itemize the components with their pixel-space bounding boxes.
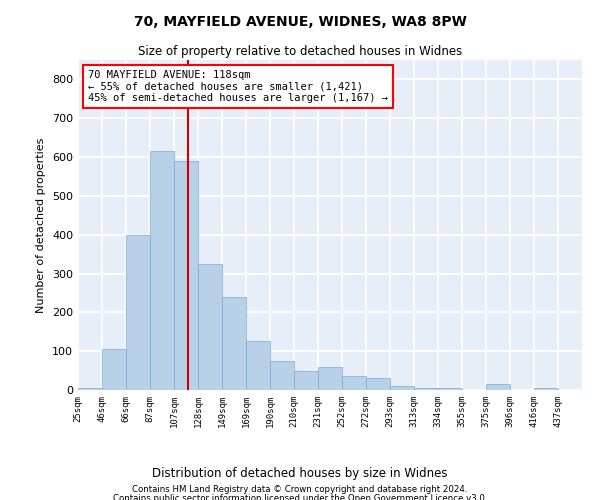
Y-axis label: Number of detached properties: Number of detached properties [37,138,46,312]
Bar [198,264,222,390]
Text: 70 MAYFIELD AVENUE: 118sqm
← 55% of detached houses are smaller (1,421)
45% of s: 70 MAYFIELD AVENUE: 118sqm ← 55% of deta… [88,70,388,103]
Bar [318,366,342,390]
Text: Distribution of detached houses by size in Widnes: Distribution of detached houses by size … [152,468,448,480]
Bar [438,388,462,390]
Bar [486,384,510,390]
Bar [534,388,558,390]
Bar [222,297,246,390]
Bar [150,151,174,390]
Bar [246,342,270,390]
Bar [366,378,390,390]
Bar [126,234,150,390]
Bar [414,388,438,390]
Bar [342,376,366,390]
Text: Contains HM Land Registry data © Crown copyright and database right 2024.: Contains HM Land Registry data © Crown c… [132,485,468,494]
Bar [78,388,102,390]
Text: 70, MAYFIELD AVENUE, WIDNES, WA8 8PW: 70, MAYFIELD AVENUE, WIDNES, WA8 8PW [134,15,466,29]
Bar [390,386,414,390]
Text: Size of property relative to detached houses in Widnes: Size of property relative to detached ho… [138,45,462,58]
Text: Contains public sector information licensed under the Open Government Licence v3: Contains public sector information licen… [113,494,487,500]
Bar [270,361,294,390]
Bar [294,370,318,390]
Bar [174,161,198,390]
Bar [102,349,126,390]
